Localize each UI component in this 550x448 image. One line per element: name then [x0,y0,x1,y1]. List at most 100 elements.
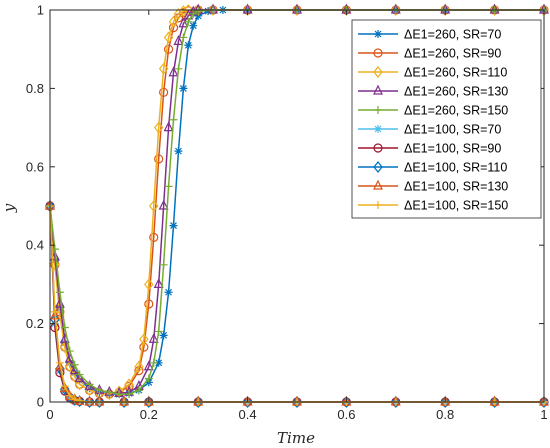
series-10 [46,202,548,406]
data-point [208,4,218,16]
data-point [189,21,198,30]
data-point [179,33,188,42]
data-point [74,378,85,391]
data-point [65,347,74,356]
y-tick-label: 0.6 [26,159,44,174]
legend-marker [373,66,383,78]
data-point [143,360,154,371]
y-tick-label: 1 [37,3,44,18]
legend-label: ΔE1=260, SR=130 [404,85,508,99]
data-point [489,396,500,408]
data-point [144,278,154,291]
legend-label: ΔE1=100, SR=150 [404,199,508,213]
data-point [159,260,168,269]
data-point [169,221,178,230]
data-point [119,396,129,408]
series-line [49,205,544,403]
series-7 [45,201,549,407]
legend-marker [373,143,383,153]
legend-label: ΔE1=100, SR=130 [404,180,508,194]
data-point [84,384,95,397]
x-tick-label: 0.2 [140,407,158,422]
legend-label: ΔE1=260, SR=110 [404,66,507,80]
data-point [125,390,134,399]
data-point [164,182,173,191]
legend-marker [374,125,382,133]
data-point [95,386,104,395]
data-point [204,7,213,16]
data-point [60,382,69,391]
data-point [60,341,70,354]
data-point [134,360,144,373]
data-point [85,380,94,389]
y-axis-label: y [0,203,18,213]
x-tick-label: 0.6 [337,407,355,422]
legend-entry: ΔE1=100, SR=150 [358,199,508,213]
data-point [184,17,193,26]
data-point [539,396,549,408]
legend-entry: ΔE1=100, SR=90 [358,142,501,156]
data-point [94,396,105,408]
data-point [65,391,74,400]
data-point [75,370,84,379]
data-point [70,360,79,369]
data-point [105,388,114,397]
data-point [158,199,169,210]
y-tick-label: 0.8 [26,81,44,96]
data-point [124,378,134,391]
series-8 [45,200,549,408]
data-point [154,358,163,367]
data-point [148,200,159,212]
legend-marker [374,201,382,209]
data-point [55,288,64,297]
legend-label: ΔE1=260, SR=90 [404,47,501,61]
data-point [59,381,70,392]
data-point [139,333,149,346]
data-point [159,87,169,97]
data-point [158,62,169,75]
data-point [193,396,203,408]
x-tick-label: 0.4 [239,407,257,422]
axes: Time y 0 0.2 0.4 0.6 0.8 1 0 0.2 0.4 0.6 0.8 1 [0,3,548,448]
data-point [173,35,184,45]
data-point [50,313,60,326]
legend-marker [374,106,382,114]
series-line [49,205,544,403]
series-6 [46,202,548,406]
data-point [153,121,164,134]
data-point [194,7,203,16]
x-tick-label: 0.8 [436,407,454,422]
legend-entry: ΔE1=100, SR=110 [358,161,507,175]
x-axis-label: Time [277,429,315,447]
data-point [134,386,143,395]
legend-entry: ΔE1=100, SR=130 [358,180,508,194]
data-point [154,154,164,164]
legend-marker [374,30,382,38]
data-point [144,396,154,408]
data-point [115,390,124,399]
x-tick-label: 0 [46,407,53,422]
data-point [173,7,184,20]
data-point [149,358,158,367]
legend-entry: ΔE1=100, SR=70 [358,123,501,137]
data-point [174,64,183,73]
legend-marker [373,179,383,190]
x-tick-label: 1 [540,407,547,422]
data-point [60,323,69,332]
data-point [163,44,174,54]
data-point [169,115,178,124]
data-point [154,327,163,336]
y-tick-label: 0.2 [26,316,44,331]
data-point [159,331,168,340]
data-point [163,31,174,44]
legend-label: ΔE1=260, SR=70 [404,28,501,42]
data-point [84,396,95,408]
legend-marker [373,48,383,58]
legend-label: ΔE1=100, SR=110 [404,161,507,175]
plot-frame [49,9,545,403]
data-point [189,9,198,18]
data-point [148,332,159,343]
data-point [149,232,159,242]
legend-label: ΔE1=260, SR=150 [404,104,508,118]
